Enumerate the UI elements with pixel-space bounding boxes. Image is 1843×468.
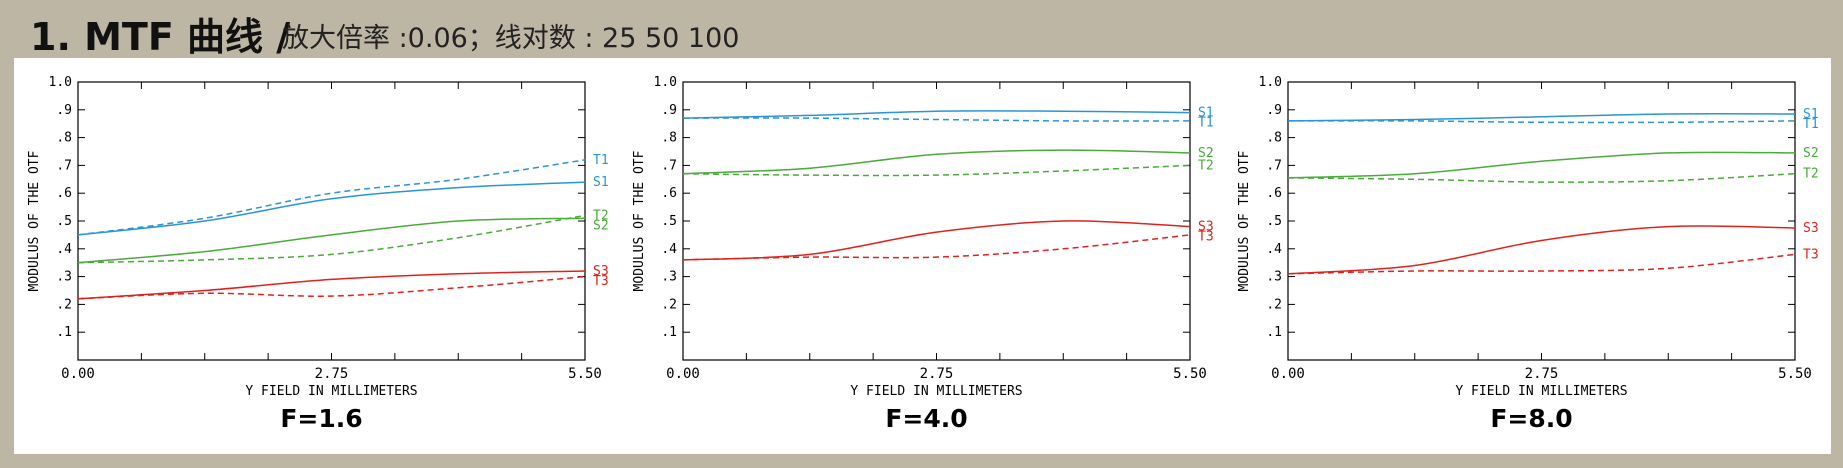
x-tick-label: 5.50: [1778, 366, 1812, 382]
y-tick-label: .3: [1266, 270, 1282, 285]
x-tick-label: 0.00: [61, 366, 95, 382]
y-tick-label: .2: [56, 297, 72, 312]
series-label-s1: S1: [593, 175, 609, 190]
series-line-t3: [682, 234, 1191, 261]
chart-title: F=8.0: [1490, 404, 1572, 433]
page-title: 1. MTF 曲线 /: [30, 15, 291, 59]
y-tick-label: .9: [1266, 103, 1282, 118]
y-tick-label: .8: [56, 131, 72, 146]
series-label-t1: T1: [1803, 117, 1819, 132]
series-line-t1: [1287, 120, 1796, 124]
series-line-s1: [77, 181, 586, 236]
x-tick-label: 2.75: [315, 366, 349, 382]
series-label-s1: S1: [1198, 106, 1214, 121]
mtf-chart-1: .1 .2 .3 .4 .5 .6 .7 .8 .9 1.0 0.00 2.75 5.50 Y FIELD…: [27, 75, 609, 433]
x-axis-label: Y FIELD IN MILLIMETERS: [1455, 384, 1627, 399]
x-tick-label: 2.75: [920, 366, 954, 382]
series-label-s2: S2: [1198, 146, 1214, 161]
series-line-t1: [682, 117, 1191, 122]
series-line-s1: [682, 110, 1191, 119]
y-tick-label: .3: [661, 270, 677, 285]
mtf-chart-2: .1 .2 .3 .4 .5 .6 .7 .8 .9 1.0 0.00 2.75 5.50 Y FIELD…: [632, 75, 1214, 433]
x-tick-label: 0.00: [1271, 366, 1305, 382]
x-axis-label: Y FIELD IN MILLIMETERS: [850, 384, 1022, 399]
series-label-t1: T1: [593, 153, 609, 168]
y-tick-label: 1.0: [49, 75, 72, 90]
series-label-s2: S2: [593, 218, 609, 233]
series-label-t3: T3: [1198, 230, 1214, 245]
x-axis-label: Y FIELD IN MILLIMETERS: [245, 384, 417, 399]
series-line-s3: [1287, 225, 1796, 275]
x-tick-label: 5.50: [568, 366, 602, 382]
y-tick-label: .2: [661, 297, 677, 312]
series-line-s2: [1287, 151, 1796, 179]
header-bar: 1. MTF 曲线 / 放大倍率 :0.06；线对数 : 25 50 100: [0, 0, 1843, 59]
series-line-t1: [77, 159, 586, 236]
y-tick-label: .4: [661, 242, 677, 257]
series-line-s3: [682, 220, 1191, 261]
y-tick-label: .9: [56, 103, 72, 118]
series-line-t3: [77, 275, 586, 300]
series-line-t2: [682, 164, 1191, 177]
x-tick-label: 2.75: [1525, 366, 1559, 382]
series-label-t2: T2: [1803, 167, 1819, 182]
series-line-s3: [77, 270, 586, 300]
mtf-charts: .1 .2 .3 .4 .5 .6 .7 .8 .9 1.0 0.00 2.75 5.50 Y FIELD…: [27, 75, 1819, 433]
y-tick-label: 1.0: [654, 75, 677, 90]
y-tick-label: .5: [56, 214, 72, 229]
y-tick-label: .1: [661, 325, 677, 340]
series-line-s1: [1287, 113, 1796, 122]
y-tick-label: .8: [661, 131, 677, 146]
series-line-t2: [77, 214, 586, 264]
charts-panel: .1 .2 .3 .4 .5 .6 .7 .8 .9 1.0 0.00 2.75 5.50 Y FIELD…: [14, 58, 1831, 454]
series-line-s2: [682, 149, 1191, 175]
plot-frame: [1287, 81, 1796, 361]
x-tick-label: 5.50: [1173, 366, 1207, 382]
series-label-s3: S3: [1198, 220, 1214, 235]
y-tick-label: .1: [56, 325, 72, 340]
x-tick-label: 0.00: [666, 366, 700, 382]
mtf-chart-3: .1 .2 .3 .4 .5 .6 .7 .8 .9 1.0 0.00 2.75 5.50 Y FIELD…: [1237, 75, 1819, 433]
series-line-t3: [1287, 253, 1796, 275]
y-tick-label: 1.0: [1259, 75, 1282, 90]
plot-frame: [77, 81, 586, 361]
page-subtitle: 放大倍率 :0.06；线对数 : 25 50 100: [282, 23, 740, 54]
y-tick-label: .1: [1266, 325, 1282, 340]
y-tick-label: .6: [1266, 186, 1282, 201]
series-line-s2: [77, 217, 586, 264]
series-label-t2: T2: [1198, 158, 1214, 173]
series-line-t2: [1287, 172, 1796, 183]
chart-title: F=4.0: [885, 404, 967, 433]
chart-title: F=1.6: [280, 404, 362, 433]
y-tick-label: .5: [1266, 214, 1282, 229]
y-tick-label: .2: [1266, 297, 1282, 312]
y-axis-label: MODULUS OF THE OTF: [632, 150, 647, 291]
plot-frame: [682, 81, 1191, 361]
y-tick-label: .4: [56, 242, 72, 257]
series-label-s3: S3: [593, 264, 609, 279]
y-tick-label: .7: [661, 158, 677, 173]
y-axis-label: MODULUS OF THE OTF: [27, 150, 42, 291]
series-label-s3: S3: [1803, 221, 1819, 236]
y-tick-label: .7: [1266, 158, 1282, 173]
y-tick-label: .5: [661, 214, 677, 229]
y-tick-label: .3: [56, 270, 72, 285]
y-tick-label: .4: [1266, 242, 1282, 257]
y-tick-label: .7: [56, 158, 72, 173]
y-tick-label: .8: [1266, 131, 1282, 146]
y-axis-label: MODULUS OF THE OTF: [1237, 150, 1252, 291]
y-tick-label: .6: [661, 186, 677, 201]
series-label-s1: S1: [1803, 107, 1819, 122]
series-label-t3: T3: [593, 274, 609, 289]
series-label-t1: T1: [1198, 116, 1214, 131]
y-tick-label: .9: [661, 103, 677, 118]
series-label-s2: S2: [1803, 146, 1819, 161]
y-tick-label: .6: [56, 186, 72, 201]
series-label-t3: T3: [1803, 247, 1819, 262]
series-label-t2: T2: [593, 208, 609, 223]
